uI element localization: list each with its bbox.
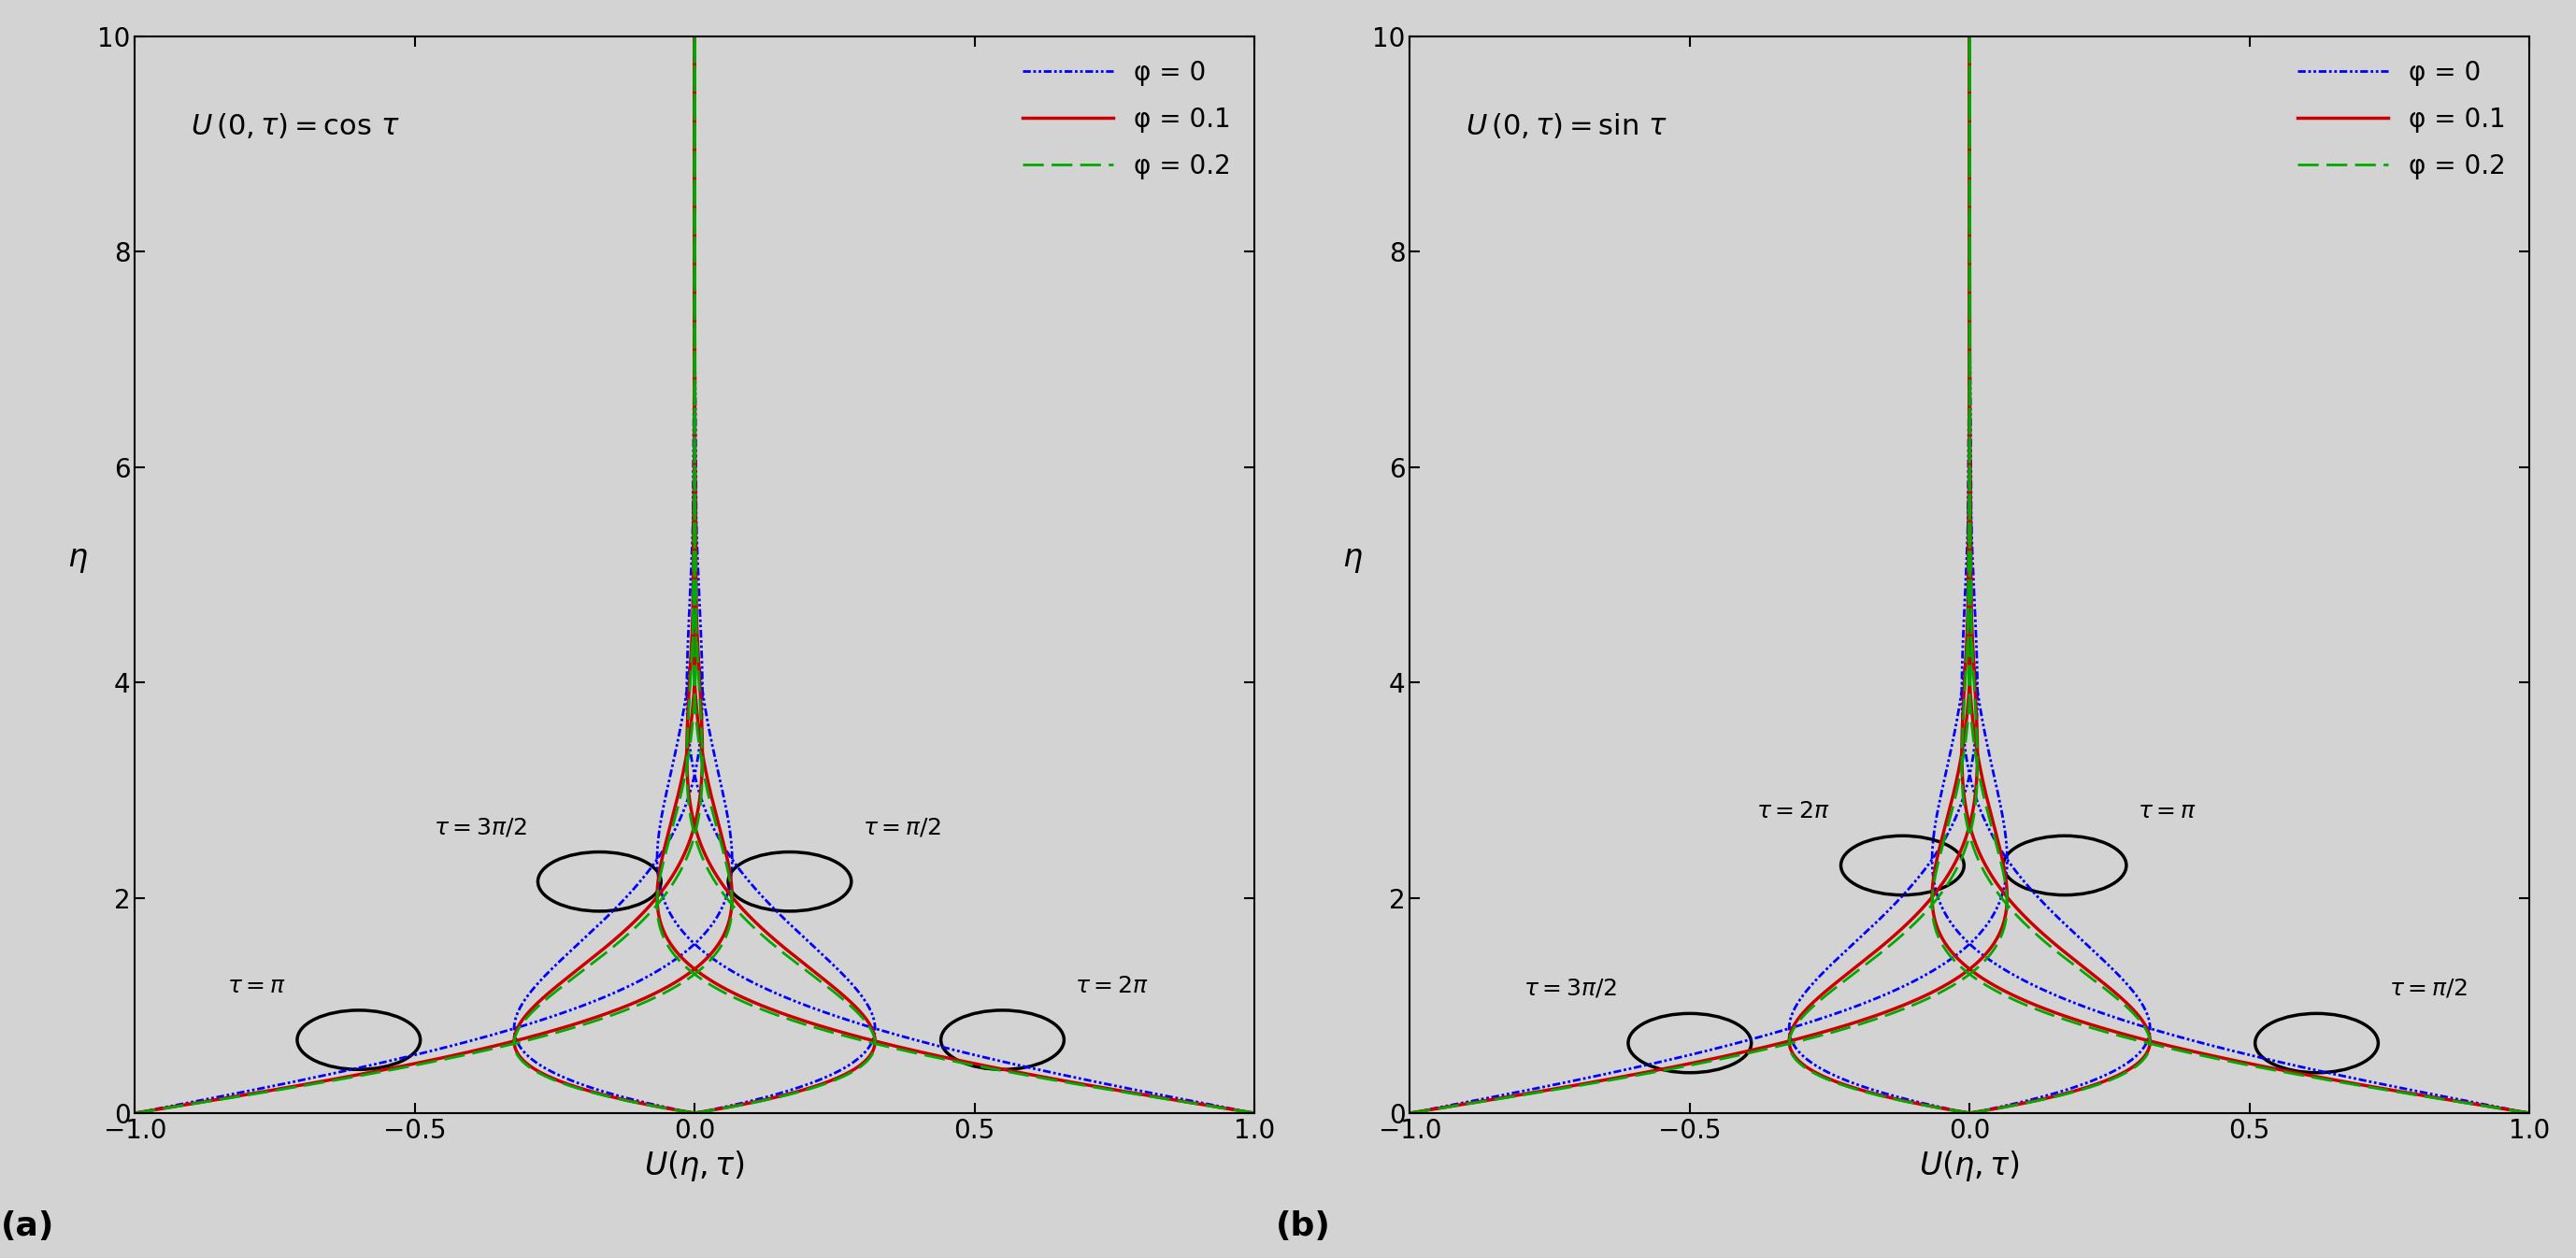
Text: $\tau = π/2$: $\tau = π/2$ [2391, 977, 2468, 1000]
Text: $\tau = π$: $\tau = π$ [227, 975, 286, 996]
Text: $\tau = 3π/2$: $\tau = 3π/2$ [433, 816, 526, 839]
Legend: φ = 0, φ = 0.1, φ = 0.2: φ = 0, φ = 0.1, φ = 0.2 [1012, 49, 1242, 190]
Text: $U\,(0,\tau) = \cos\,\tau$: $U\,(0,\tau) = \cos\,\tau$ [191, 112, 399, 141]
X-axis label: $U(\eta,\tau)$: $U(\eta,\tau)$ [644, 1149, 744, 1184]
X-axis label: $U(\eta,\tau)$: $U(\eta,\tau)$ [1919, 1149, 2020, 1184]
Text: $\tau = 3π/2$: $\tau = 3π/2$ [1525, 977, 1618, 1000]
Text: (b): (b) [1275, 1210, 1332, 1242]
Text: $\tau = π/2$: $\tau = π/2$ [863, 816, 940, 839]
Y-axis label: $\eta$: $\eta$ [67, 543, 88, 575]
Text: $U\,(0,\tau) = \sin\,\tau$: $U\,(0,\tau) = \sin\,\tau$ [1466, 112, 1667, 141]
Legend: φ = 0, φ = 0.1, φ = 0.2: φ = 0, φ = 0.1, φ = 0.2 [2287, 49, 2517, 190]
Text: (a): (a) [0, 1210, 54, 1242]
Text: $\tau = 2π$: $\tau = 2π$ [1074, 975, 1149, 996]
Text: $\tau = 2π$: $\tau = 2π$ [1757, 800, 1829, 823]
Text: $\tau = π$: $\tau = π$ [2138, 800, 2197, 823]
Y-axis label: $\eta$: $\eta$ [1342, 543, 1363, 575]
